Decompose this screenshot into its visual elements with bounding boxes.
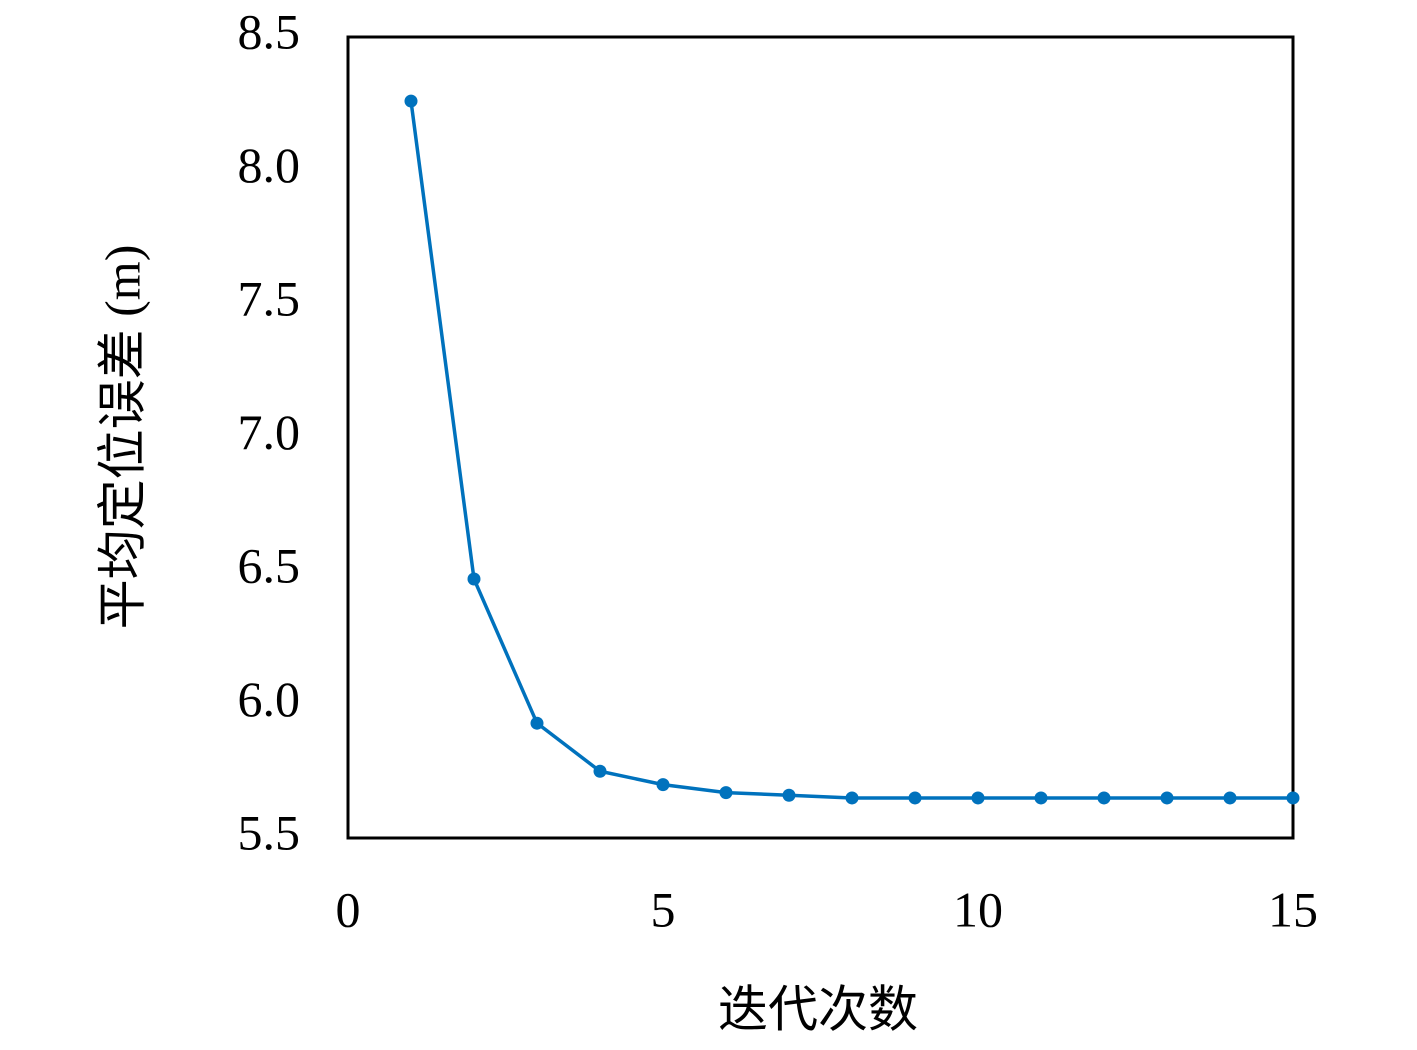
data-point xyxy=(1034,791,1048,805)
y-axis-label: 平均定位误差 (m) xyxy=(94,245,150,630)
data-point xyxy=(530,716,544,730)
y-tick-label: 6.5 xyxy=(238,537,301,593)
data-point xyxy=(404,94,418,108)
x-axis-label: 迭代次数 xyxy=(718,981,918,1037)
data-line xyxy=(409,100,1293,800)
data-point xyxy=(1097,791,1111,805)
y-tick-label: 6.0 xyxy=(238,671,301,727)
data-point xyxy=(1160,791,1174,805)
plot-frame xyxy=(346,35,1295,840)
data-point xyxy=(719,786,733,800)
data-point xyxy=(656,778,670,792)
x-tick-label: 0 xyxy=(336,881,361,937)
x-tick-label: 10 xyxy=(953,881,1003,937)
y-tick-label: 7.5 xyxy=(238,270,301,326)
y-tick-label: 8.5 xyxy=(238,3,301,59)
data-point xyxy=(971,791,985,805)
y-tick-label: 8.0 xyxy=(238,137,301,193)
x-tick-label: 5 xyxy=(651,881,676,937)
data-point xyxy=(1286,791,1300,805)
data-point xyxy=(1223,791,1237,805)
data-point xyxy=(467,572,481,586)
data-point xyxy=(782,788,796,802)
data-point xyxy=(845,791,859,805)
data-point xyxy=(908,791,922,805)
data-point xyxy=(593,764,607,778)
y-tick-label: 5.5 xyxy=(238,804,301,860)
x-tick-label: 15 xyxy=(1268,881,1318,937)
y-tick-label: 7.0 xyxy=(238,404,301,460)
